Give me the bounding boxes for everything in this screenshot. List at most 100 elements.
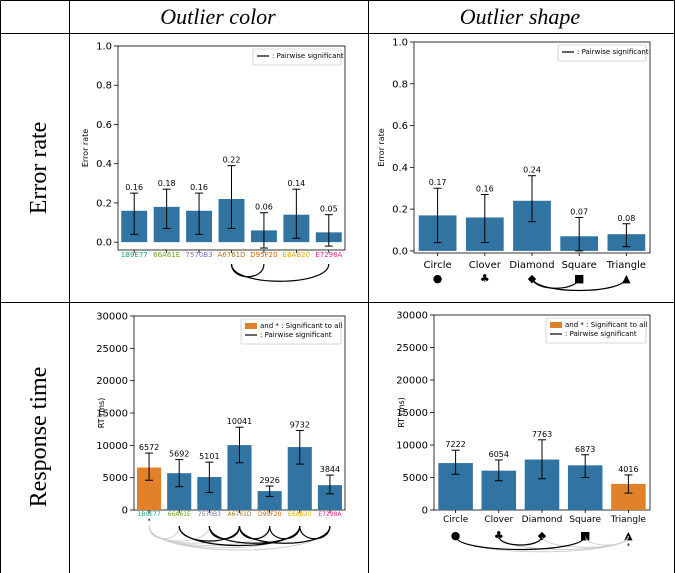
data-label: 0.16 xyxy=(125,183,143,192)
x-tick-label: A6761D xyxy=(228,511,252,518)
legend-box xyxy=(545,317,647,344)
data-label: 0.18 xyxy=(158,179,176,188)
shape-symbol: ● xyxy=(451,529,461,542)
row-header-error-rate: Error rate xyxy=(26,122,52,215)
y-tick-label: 0.8 xyxy=(392,79,408,90)
legend-box xyxy=(240,318,342,345)
significance-arc xyxy=(208,525,301,544)
x-tick-label: Clover xyxy=(469,260,502,271)
significance-arc xyxy=(208,525,241,540)
significance-arc xyxy=(531,276,580,289)
significance-arc xyxy=(584,535,629,546)
y-tick-label: 20000 xyxy=(396,376,428,387)
y-axis-label: RT (ms) xyxy=(397,397,406,428)
y-tick-label: 25000 xyxy=(96,344,128,355)
y-axis-label: Error rate xyxy=(81,129,90,167)
data-label: 5101 xyxy=(199,452,219,461)
y-tick-label: 0.4 xyxy=(392,163,408,174)
y-tick-label: 1.0 xyxy=(96,42,112,53)
significance-marker: * xyxy=(147,517,151,525)
x-tick-label: E6AB20 xyxy=(288,511,312,518)
x-tick-label: E6AB20 xyxy=(283,251,310,259)
data-label: 3844 xyxy=(320,465,340,474)
y-tick-label: 20000 xyxy=(96,376,128,387)
significance-arc xyxy=(230,263,265,278)
col-header-outlier-shape: Outlier shape xyxy=(460,4,581,29)
data-label: 4016 xyxy=(618,465,638,474)
significance-arc xyxy=(269,525,301,540)
x-tick-label: Clover xyxy=(484,515,513,525)
y-tick-label: 30000 xyxy=(96,312,128,323)
legend-label: : Pairwise significant xyxy=(577,48,649,56)
y-tick-label: 0.0 xyxy=(392,246,408,257)
significance-arc xyxy=(299,525,331,540)
y-tick-label: 0.2 xyxy=(392,205,408,216)
x-tick-label: Triangle xyxy=(606,260,646,271)
x-tick-label: 7570B3 xyxy=(186,251,213,259)
x-tick-label: 1B9E77 xyxy=(137,511,160,518)
shape-symbol: ♣ xyxy=(480,272,490,285)
significance-arc xyxy=(498,535,629,550)
significance-arc xyxy=(148,525,180,540)
data-label: 0.17 xyxy=(429,178,447,187)
x-tick-label: D95F20 xyxy=(258,511,282,518)
y-tick-label: 5000 xyxy=(403,473,428,484)
significance-marker: * xyxy=(627,542,631,550)
x-tick-label: 66A61E xyxy=(153,251,180,259)
data-label: 0.24 xyxy=(523,166,541,175)
data-label: 7763 xyxy=(532,430,552,439)
col-header-outlier-color: Outlier color xyxy=(160,4,276,29)
data-label: 0.16 xyxy=(190,183,208,192)
y-tick-label: 0 xyxy=(422,506,428,517)
y-tick-label: 0.0 xyxy=(96,238,112,249)
y-tick-label: 15000 xyxy=(396,408,428,419)
y-tick-label: 25000 xyxy=(396,343,428,354)
significance-arc xyxy=(455,535,586,551)
significance-arc xyxy=(541,535,629,548)
x-tick-label: D95F20 xyxy=(250,251,277,259)
bar xyxy=(257,491,282,510)
chart-response-time-outlier-shape: 0 5000 10000 15000 20000 25000 30000 RT (ms) 722… xyxy=(396,311,651,553)
legend-box xyxy=(252,48,342,66)
y-tick-label: 15000 xyxy=(96,409,128,420)
x-tick-label: Square xyxy=(562,260,597,271)
data-label: 0.14 xyxy=(287,179,305,188)
significance-arc xyxy=(498,535,543,546)
y-axis-label: RT (ms) xyxy=(97,398,106,429)
y-tick-label: 0 xyxy=(122,506,128,517)
y-axis-label: Error rate xyxy=(377,128,386,166)
legend-label: and * : Significant to all xyxy=(260,322,342,330)
legend-label: : Pairwise significant xyxy=(272,52,344,60)
x-tick-label: Triangle xyxy=(610,515,647,525)
data-label: 5692 xyxy=(169,450,189,459)
y-tick-label: 0.6 xyxy=(392,121,408,132)
legend-label: : Pairwise significant xyxy=(260,331,332,339)
x-tick-label: E7298A xyxy=(318,511,342,518)
y-tick-label: 0.8 xyxy=(96,81,112,92)
x-tick-label: A6761D xyxy=(218,251,246,259)
x-tick-label: 7570B3 xyxy=(198,511,221,518)
data-label: 0.05 xyxy=(320,205,338,214)
data-label: 0.22 xyxy=(223,156,241,165)
data-label: 0.08 xyxy=(617,214,635,223)
x-tick-label: Circle xyxy=(443,515,469,525)
x-tick-label: Diamond xyxy=(522,515,563,525)
x-tick-label: E7298A xyxy=(315,251,342,259)
significance-arc xyxy=(148,525,240,544)
legend-swatch xyxy=(245,323,257,329)
x-tick-label: 66A61E xyxy=(168,511,191,518)
data-label: 7222 xyxy=(445,440,465,449)
row-header-response-time: Response time xyxy=(26,367,52,508)
significance-arc xyxy=(531,276,627,292)
data-label: 0.16 xyxy=(476,185,494,194)
data-label: 0.06 xyxy=(255,203,273,212)
significance-arc xyxy=(238,525,331,544)
data-label: 2926 xyxy=(259,476,279,485)
y-tick-label: 5000 xyxy=(103,473,128,484)
shape-symbol: ♣ xyxy=(494,529,504,542)
legend-label: and * : Significant to all xyxy=(565,321,647,329)
chart-error-rate-outlier-shape: 0.0 0.2 0.4 0.6 0.8 1.0 Error rate 0.17 Circle● 0… xyxy=(377,38,651,292)
chart-response-time-outlier-color: 0 5000 10000 15000 20000 25000 30000 RT (ms) 657… xyxy=(96,312,346,551)
shape-symbol: ▲ xyxy=(624,529,633,542)
